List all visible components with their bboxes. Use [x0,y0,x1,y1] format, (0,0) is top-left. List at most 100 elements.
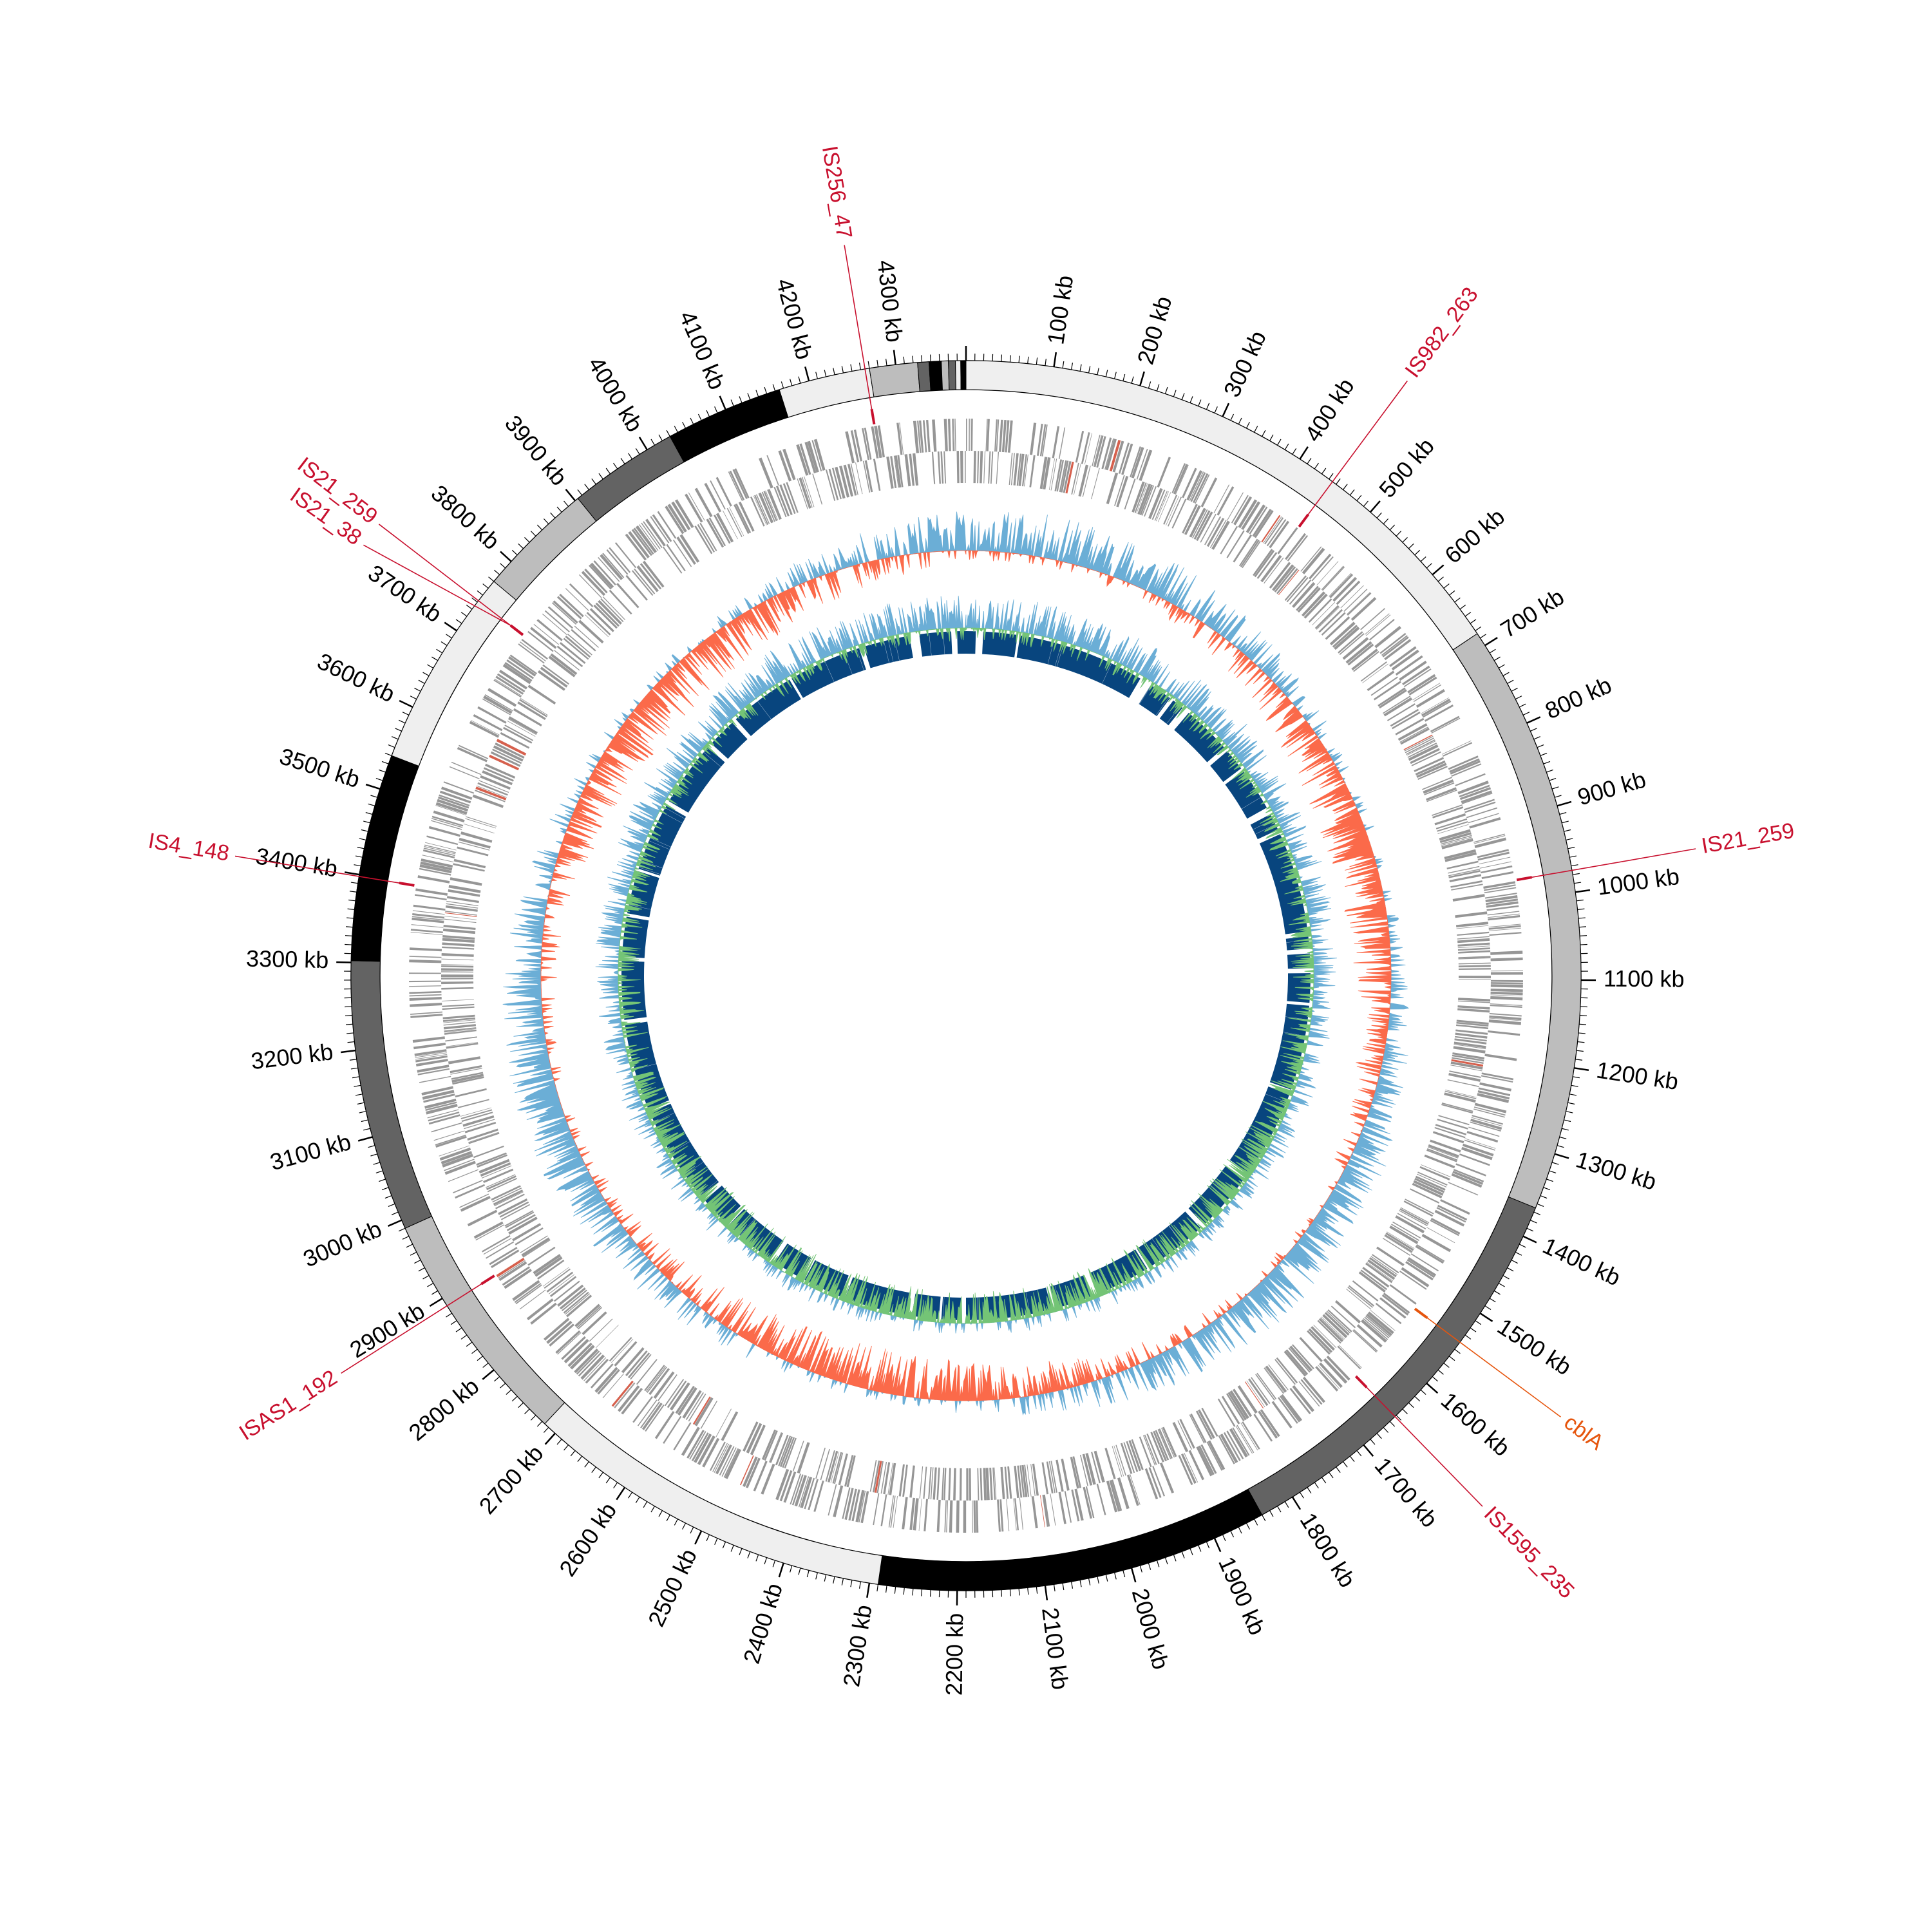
minor-tick [850,364,853,372]
gene-feature [1454,1038,1487,1045]
gene-feature [1019,1465,1025,1498]
gene-feature [1488,923,1521,928]
gene-feature [1206,1441,1223,1471]
gene-feature [1353,1329,1378,1352]
gene-feature [589,564,612,590]
gene-feature [448,1056,480,1065]
gene-feature [553,1280,580,1302]
gene-feature [409,947,442,952]
gene-feature [1335,1300,1361,1323]
gene-feature [1036,423,1043,456]
gene-feature [1177,1420,1193,1450]
gene-feature [1424,704,1454,722]
gene-feature [1163,495,1178,525]
gene-feature [1389,1225,1419,1244]
gene-feature [1323,1358,1348,1384]
major-tick [1053,352,1057,367]
gene-feature [442,1014,475,1019]
gene-feature [1391,1224,1420,1241]
gene-feature [1220,526,1238,554]
gene-feature [898,1464,905,1497]
gene-feature [441,987,474,990]
gene-feature [437,799,469,812]
gene-feature [1415,1245,1444,1264]
gene-feature [431,818,463,828]
gene-feature [1458,968,1491,971]
gene-feature [1382,636,1409,658]
gene-feature [412,913,445,919]
gene-feature [576,1350,600,1375]
minor-tick [730,1545,734,1552]
minor-tick [1245,1522,1250,1530]
gene-feature [498,1261,527,1282]
gene-feature [1404,735,1434,752]
gene-feature [466,816,497,827]
gene-feature [625,1350,648,1376]
gene-feature [409,996,442,1001]
minor-tick [1551,1162,1559,1165]
gene-feature [825,1450,835,1482]
gene-feature [1419,1166,1450,1180]
gene-feature [1400,727,1430,745]
minor-tick [347,1041,355,1043]
gene-feature [433,810,465,823]
gene-feature [450,1065,482,1074]
minor-tick [1549,1170,1557,1173]
gene-feature [873,1460,880,1493]
minor-tick [1370,1439,1376,1445]
minor-tick [1383,518,1389,525]
minor-tick [815,1572,818,1580]
gene-feature [1329,573,1354,598]
gene-feature [1227,1392,1247,1421]
minor-tick [886,358,887,366]
gene-feature [1439,832,1472,844]
gene-feature [1302,591,1326,617]
minor-tick [530,531,536,536]
scale-tick-label: 2600 kb [554,1498,621,1581]
gene-feature [739,1455,754,1486]
gene-feature [980,451,983,484]
gene-feature [826,469,836,501]
gene-feature [1455,911,1488,918]
gene-feature [486,1174,516,1188]
gene-feature [1074,1488,1084,1521]
gene-feature [755,494,770,524]
gene-feature [972,1500,973,1533]
minor-tick [1559,812,1567,815]
gene-feature [1424,782,1455,795]
gene-feature [585,614,609,638]
annotation-leader-line [844,245,873,410]
gene-feature [422,849,455,858]
major-tick [544,1432,556,1445]
gene-feature [954,419,956,451]
gene-feature [1422,701,1452,718]
gene-feature [1451,763,1482,777]
gene-feature [1139,450,1153,481]
minor-tick [1383,1426,1389,1433]
gene-feature [1317,1320,1341,1344]
gene-feature [542,664,569,685]
synteny-block [638,805,687,876]
minor-tick [388,1203,395,1207]
gene-feature [507,718,537,735]
gene-feature [636,1359,658,1385]
gene-feature [1356,1324,1383,1348]
gene-feature [444,912,477,917]
major-tick [1299,446,1309,460]
gene-feature [563,1291,589,1314]
gene-feature [783,1471,797,1503]
gene-feature [1347,643,1374,666]
synteny-break [943,632,945,655]
gene-feature [1286,576,1309,603]
gene-feature [444,1160,476,1175]
annotation-leader-line [1426,1317,1562,1417]
gene-feature [1157,457,1171,488]
gene-feature [493,679,522,698]
gene-feature [424,842,457,851]
minor-tick [406,1244,413,1248]
gene-feature [844,1488,854,1520]
gene-feature [952,419,954,451]
minor-tick [494,569,500,575]
gene-feature [640,1401,660,1428]
gene-feature [441,953,474,957]
